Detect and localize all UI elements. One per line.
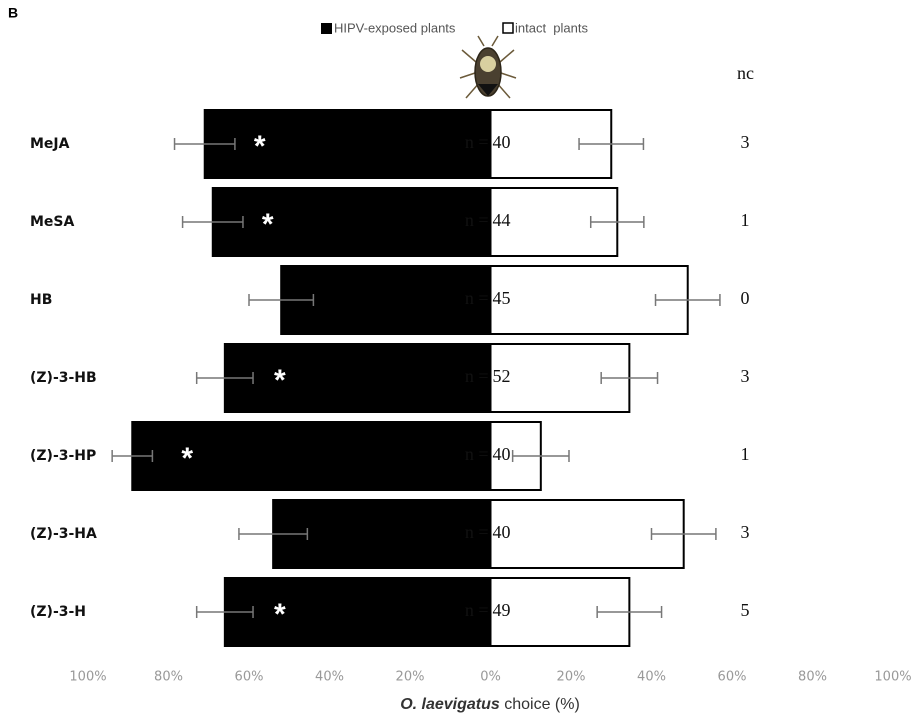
x-axis-label-species: O. laevigatus <box>400 696 500 713</box>
x-tick-label: 0% <box>480 670 501 685</box>
x-tick-label: 100% <box>874 670 911 685</box>
n-prefix: n = <box>465 600 489 620</box>
category-label: (Z)-3-H <box>30 604 86 620</box>
category-label: MeSA <box>30 214 75 230</box>
n-value: 40 <box>493 132 511 152</box>
bar <box>225 578 491 646</box>
bar <box>205 110 491 178</box>
legend-swatch <box>321 23 332 34</box>
nc-value: 3 <box>741 522 750 542</box>
nc-value: 0 <box>741 288 750 308</box>
category-label: (Z)-3-HB <box>30 370 97 386</box>
n-value: 49 <box>493 600 511 620</box>
x-axis-label-text: choice (%) <box>504 696 580 713</box>
nc-header: nc <box>737 63 754 83</box>
nc-value: 1 <box>741 444 750 464</box>
nc-value: 1 <box>741 210 750 230</box>
n-value: 45 <box>493 288 511 308</box>
legend-swatch <box>503 23 513 33</box>
x-axis-label: O. laevigatus choice (%) <box>400 696 580 713</box>
n-value: 52 <box>493 366 511 386</box>
insect-icon <box>460 36 516 98</box>
significance-star: * <box>181 442 193 475</box>
x-tick-label: 20% <box>557 670 586 685</box>
nc-value: 3 <box>741 366 750 386</box>
n-value: 44 <box>493 210 511 230</box>
legend-label: intact plants <box>515 20 588 35</box>
x-tick-label: 40% <box>637 670 666 685</box>
panel-label: B <box>8 5 18 21</box>
category-label: HB <box>30 292 52 308</box>
significance-star: * <box>274 364 286 397</box>
significance-star: * <box>274 598 286 631</box>
category-label: (Z)-3-HA <box>30 526 97 542</box>
n-prefix: n = <box>465 522 489 542</box>
bar <box>213 188 491 256</box>
n-prefix: n = <box>465 132 489 152</box>
n-value: 40 <box>493 522 511 542</box>
legend-label: HIPV-exposed plants <box>334 20 456 35</box>
bar <box>225 344 491 412</box>
category-label: (Z)-3-HP <box>30 448 96 464</box>
n-prefix: n = <box>465 366 489 386</box>
n-prefix: n = <box>465 444 489 464</box>
n-prefix: n = <box>465 288 489 308</box>
chart: B HIPV-exposed plants intact plants nc O… <box>0 0 914 721</box>
nc-value: 5 <box>741 600 750 620</box>
nc-value: 3 <box>741 132 750 152</box>
significance-star: * <box>254 130 266 163</box>
x-tick-label: 20% <box>396 670 425 685</box>
x-tick-label: 60% <box>718 670 747 685</box>
x-tick-label: 80% <box>798 670 827 685</box>
category-label: MeJA <box>30 136 70 152</box>
significance-star: * <box>262 208 274 241</box>
n-prefix: n = <box>465 210 489 230</box>
x-tick-label: 100% <box>69 670 106 685</box>
x-tick-label: 60% <box>235 670 264 685</box>
x-tick-label: 80% <box>154 670 183 685</box>
n-value: 40 <box>493 444 511 464</box>
x-tick-label: 40% <box>315 670 344 685</box>
